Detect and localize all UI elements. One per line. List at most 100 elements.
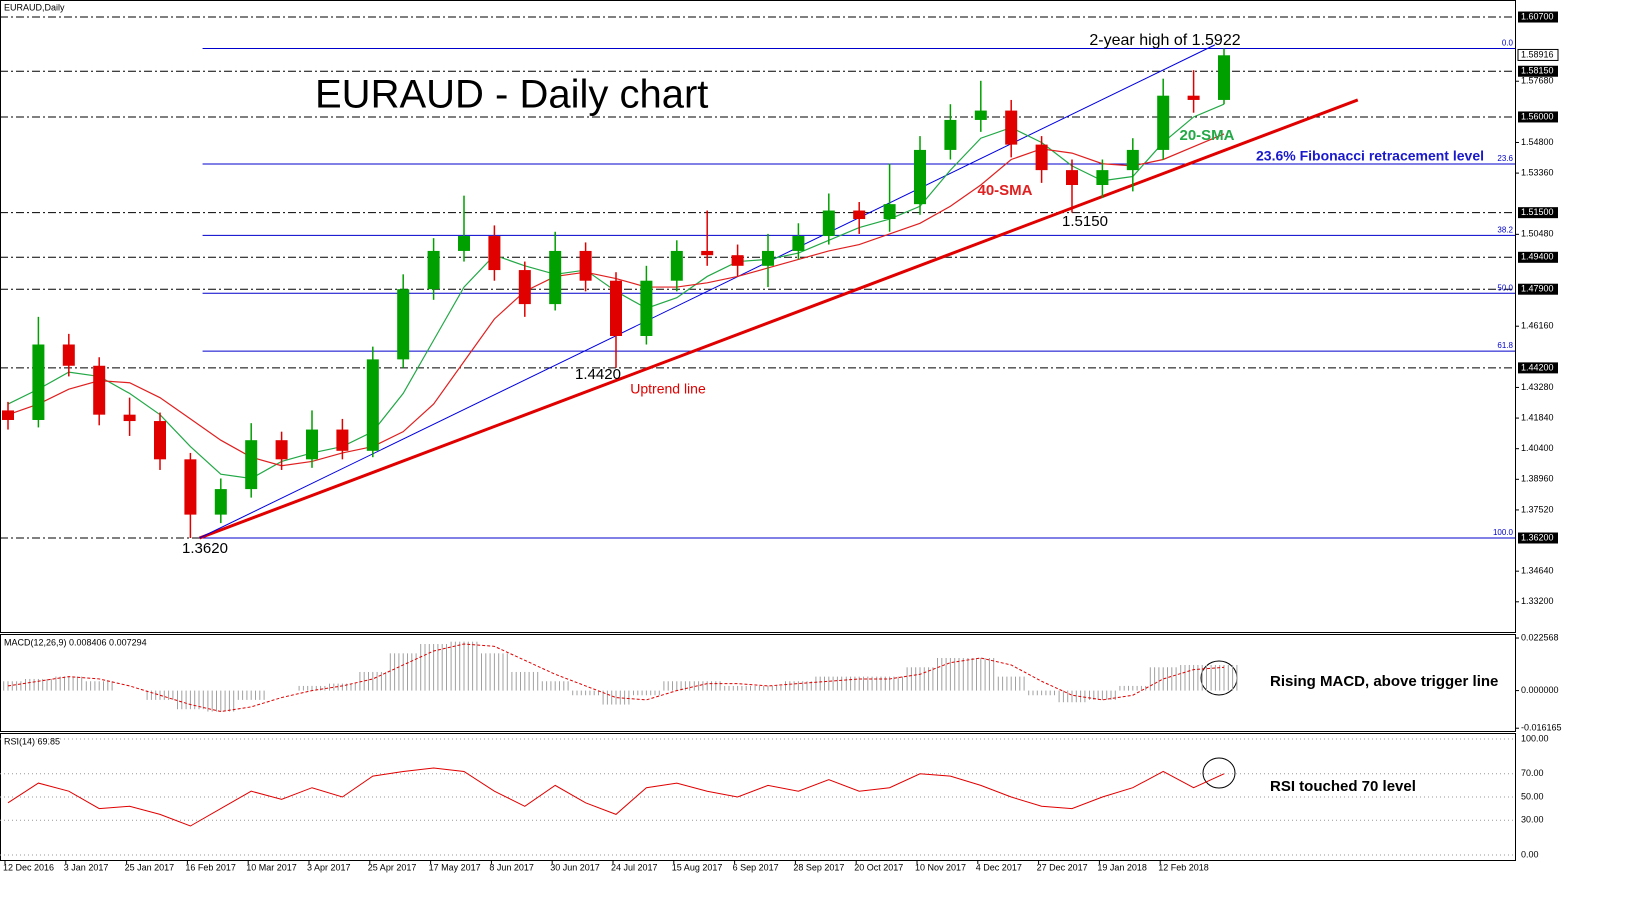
rsi-line [7, 767, 1225, 827]
x-tick-label: 12 Dec 2016 [3, 862, 54, 872]
y-tick-label: 1.37520 [1521, 504, 1554, 514]
annotation: 1.4420 [575, 366, 621, 383]
x-tick-label: 17 May 2017 [429, 862, 481, 872]
fib-label: 50.0 [1497, 283, 1513, 292]
candle-body [2, 410, 14, 420]
candle-body [944, 119, 957, 150]
y-tick-label: 0.022568 [1521, 632, 1559, 642]
key-level-box [1518, 532, 1558, 544]
candle-body [275, 440, 288, 460]
y-tick-label: 30.00 [1521, 815, 1544, 825]
key-level-box [1518, 11, 1558, 23]
fib-label: 0.0 [1502, 39, 1514, 48]
y-tick-label: 1.46160 [1521, 321, 1554, 331]
key-level-box [1518, 251, 1558, 263]
series-label: 20-SMA [1179, 127, 1234, 144]
current-price-box [1517, 48, 1559, 61]
candle-body [1005, 110, 1018, 145]
fib-label: 61.8 [1497, 341, 1513, 350]
candle-body [640, 280, 653, 336]
candle-body [184, 459, 197, 515]
key-level-label: 1.56000 [1521, 111, 1554, 121]
candle-body [701, 250, 714, 256]
x-tick-label: 28 Sep 2017 [793, 862, 844, 872]
x-tick-label: 24 Jul 2017 [611, 862, 658, 872]
candle-body [1096, 170, 1109, 186]
annotation: 1.5150 [1062, 213, 1108, 230]
macd-signal [7, 643, 1225, 713]
annotation: Uptrend line [630, 381, 706, 397]
candle-body [549, 250, 562, 305]
candle-body [518, 270, 531, 305]
key-level-box [1518, 207, 1558, 219]
y-tick-label: 1.40400 [1521, 443, 1554, 453]
annotation: 23.6% Fibonacci retracement level [1256, 148, 1484, 164]
candle-body [62, 344, 75, 366]
candle-body [822, 210, 835, 237]
candle-body [1187, 95, 1200, 100]
x-tick-label: 16 Feb 2017 [185, 862, 236, 872]
candle-body [792, 236, 805, 251]
y-tick-label: 70.00 [1521, 768, 1544, 778]
candle-body [1157, 95, 1170, 150]
candle-body [123, 414, 136, 422]
candle-body [366, 359, 379, 451]
x-tick-label: 10 Mar 2017 [246, 862, 297, 872]
candle-body [458, 236, 470, 251]
rsi-annotation: RSI touched 70 level [1270, 778, 1416, 795]
rsi-highlight [1202, 757, 1236, 789]
x-tick-label: 12 Feb 2018 [1158, 862, 1209, 872]
y-tick-label: -0.016165 [1521, 723, 1562, 733]
key-level-label: 1.47900 [1521, 284, 1554, 294]
current-price-label: 1.58916 [1521, 49, 1554, 59]
y-tick-label: 1.57680 [1521, 76, 1554, 86]
x-tick-label: 25 Jan 2017 [125, 862, 175, 872]
candle-body [488, 236, 501, 271]
key-level-label: 1.58150 [1521, 66, 1554, 76]
candle-body [1066, 170, 1078, 186]
candle-body [336, 429, 349, 451]
y-tick-label: 1.33200 [1521, 596, 1554, 606]
candle-body [974, 110, 987, 120]
y-tick-label: 1.41840 [1521, 412, 1554, 422]
y-tick-label: 1.38960 [1521, 474, 1554, 484]
candle-body [1218, 55, 1230, 100]
candle-body [1035, 144, 1048, 171]
x-tick-label: 27 Dec 2017 [1037, 862, 1088, 872]
candle-body [914, 149, 926, 205]
y-tick-label: 50.00 [1521, 791, 1544, 801]
key-level-label: 1.60700 [1521, 11, 1554, 21]
trendline [199, 44, 1216, 539]
key-level-label: 1.44200 [1521, 362, 1554, 372]
x-tick-label: 3 Apr 2017 [307, 862, 351, 872]
candle-body [306, 429, 318, 460]
x-tick-label: 8 Jun 2017 [489, 862, 534, 872]
y-tick-label: 1.50480 [1521, 229, 1554, 239]
macd-annotation: Rising MACD, above trigger line [1270, 673, 1498, 690]
x-tick-label: 25 Apr 2017 [368, 862, 417, 872]
key-level-box [1518, 111, 1558, 123]
candle-body [245, 440, 258, 490]
macd-title: MACD(12,26,9) 0.008406 0.007294 [4, 637, 147, 647]
candle-body [1126, 149, 1139, 171]
annotation: 2-year high of 1.5922 [1089, 32, 1240, 49]
y-tick-label: 100.00 [1521, 733, 1549, 743]
key-level-box [1518, 65, 1558, 77]
symbol-label: EURAUD,Daily [4, 2, 65, 12]
candle-body [427, 250, 440, 290]
fib-label: 38.2 [1497, 226, 1513, 235]
candle-body [579, 250, 592, 281]
y-tick-label: 0.00 [1521, 849, 1539, 859]
candle-body [610, 280, 622, 336]
candle-body [214, 489, 227, 515]
y-tick-label: 1.53360 [1521, 167, 1554, 177]
x-tick-label: 20 Oct 2017 [854, 862, 903, 872]
candle-body [731, 255, 744, 266]
fib-label: 23.6 [1497, 154, 1513, 163]
x-tick-label: 19 Jan 2018 [1097, 862, 1147, 872]
x-tick-label: 30 Jun 2017 [550, 862, 600, 872]
rsi-title: RSI(14) 69.85 [4, 736, 60, 746]
candle-body [853, 210, 866, 220]
key-level-label: 1.36200 [1521, 532, 1554, 542]
candle-body [154, 421, 166, 460]
